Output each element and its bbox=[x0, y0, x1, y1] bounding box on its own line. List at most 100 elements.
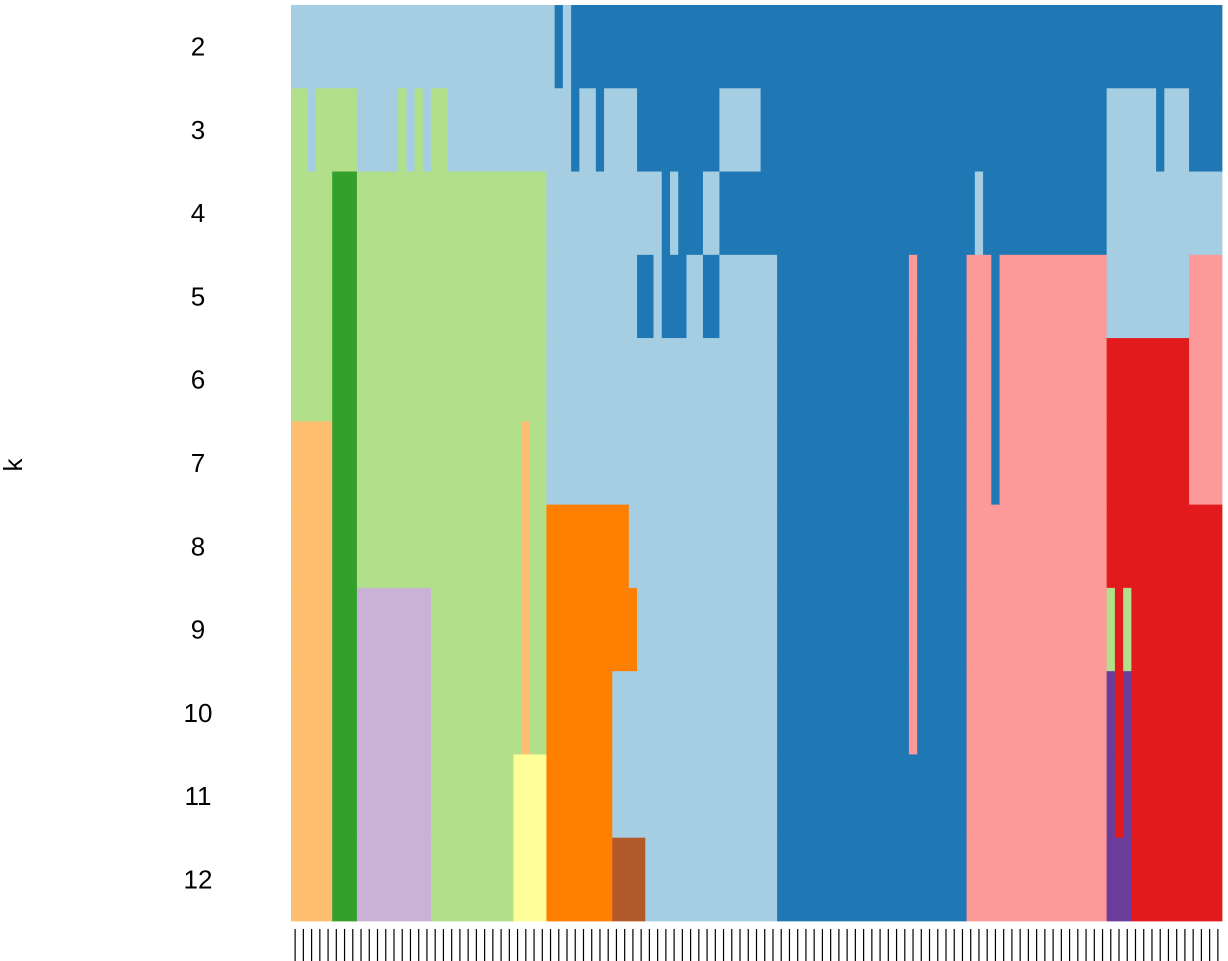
heatmap-cell bbox=[513, 754, 547, 839]
heatmap-cell bbox=[917, 671, 967, 755]
heatmap-cell bbox=[645, 837, 778, 922]
heatmap-cell bbox=[1164, 88, 1190, 172]
heatmap-cell bbox=[1106, 171, 1223, 256]
row-label: 8 bbox=[191, 531, 205, 561]
row-label: 6 bbox=[191, 365, 205, 395]
heatmap-cell bbox=[612, 671, 778, 755]
heatmap-cell bbox=[356, 421, 523, 506]
heatmap-cell bbox=[1156, 88, 1165, 172]
heatmap-cell bbox=[521, 421, 531, 506]
heatmap-cell bbox=[1131, 671, 1223, 755]
heatmap-cell bbox=[1114, 671, 1124, 755]
heatmap-cell bbox=[777, 338, 910, 422]
heatmap-cell bbox=[529, 671, 547, 755]
heatmap-cell bbox=[760, 88, 1108, 172]
heatmap-cell bbox=[777, 671, 910, 755]
heatmap-cell bbox=[291, 171, 333, 256]
heatmap-cell bbox=[999, 338, 1108, 422]
heatmap-cell bbox=[628, 504, 778, 589]
row-label: 4 bbox=[191, 198, 205, 228]
heatmap-cell bbox=[661, 171, 671, 256]
heatmap-cell bbox=[966, 587, 1108, 672]
heatmap-cell bbox=[1189, 88, 1223, 172]
heatmap-cell bbox=[332, 254, 358, 339]
heatmap-cell bbox=[447, 88, 572, 172]
heatmap-cell bbox=[414, 88, 424, 172]
heatmap-cell bbox=[702, 254, 720, 339]
y-axis-label: k bbox=[0, 458, 28, 472]
heatmap-cell bbox=[562, 5, 572, 89]
heatmap-cell bbox=[719, 88, 762, 172]
heatmap-cell bbox=[422, 88, 432, 172]
heatmap-cell bbox=[307, 88, 317, 172]
heatmap-cell bbox=[908, 421, 918, 506]
heatmap-cell bbox=[983, 171, 1108, 256]
heatmap-cell bbox=[974, 171, 984, 256]
heatmap-cell bbox=[777, 754, 967, 839]
heatmap-cell bbox=[291, 754, 333, 839]
heatmap-cell bbox=[398, 88, 407, 172]
heatmap-cell bbox=[991, 254, 1000, 339]
heatmap-cell bbox=[966, 338, 992, 422]
heatmap-cell bbox=[777, 837, 967, 922]
heatmap-cell bbox=[356, 171, 547, 256]
heatmap-cell bbox=[777, 421, 910, 506]
heatmap-cell bbox=[546, 504, 630, 589]
heatmap-cell bbox=[678, 171, 704, 256]
heatmap-cell bbox=[661, 254, 687, 339]
heatmap-cell bbox=[637, 587, 778, 672]
heatmap-cell bbox=[431, 837, 514, 922]
heatmap-cell bbox=[1106, 88, 1157, 172]
heatmap-cell bbox=[332, 171, 358, 256]
heatmap-cell bbox=[529, 421, 547, 506]
heatmap-cell bbox=[332, 754, 358, 839]
row-label: 2 bbox=[191, 32, 205, 62]
heatmap-cell bbox=[579, 88, 597, 172]
heatmap-cell bbox=[1106, 421, 1190, 506]
heatmap-cell bbox=[999, 254, 1108, 339]
heatmap-cell bbox=[546, 254, 638, 339]
row-label: 5 bbox=[191, 281, 205, 311]
heatmap-cell bbox=[356, 254, 547, 339]
heatmap-cell bbox=[291, 421, 333, 506]
heatmap-cell bbox=[356, 338, 547, 422]
heatmap-cell bbox=[1106, 254, 1190, 339]
heatmap-cell bbox=[777, 171, 976, 256]
heatmap-cell bbox=[917, 421, 967, 506]
heatmap-cell bbox=[546, 587, 638, 672]
heatmap-cell bbox=[571, 88, 580, 172]
heatmap-cell bbox=[908, 254, 918, 339]
heatmap-cell bbox=[917, 504, 967, 589]
heatmap-cell bbox=[1123, 754, 1132, 839]
heatmap-cell bbox=[1106, 338, 1190, 422]
heatmap-cell bbox=[431, 587, 523, 672]
heatmap-cell bbox=[1189, 338, 1223, 422]
heatmap-cell bbox=[966, 837, 1108, 922]
heatmap-cell bbox=[1131, 587, 1223, 672]
heatmap-cell bbox=[1114, 587, 1124, 672]
heatmap-cell bbox=[966, 254, 992, 339]
row-labels: 2 3 4 5 6 7 8 9 10 11 12 bbox=[184, 32, 213, 895]
heatmap-cell bbox=[917, 254, 967, 339]
heatmap-cell bbox=[908, 671, 918, 755]
heatmap-cell bbox=[529, 587, 547, 672]
heatmap-cell bbox=[332, 504, 358, 589]
row-label: 9 bbox=[191, 615, 205, 645]
heatmap-cell bbox=[546, 421, 778, 506]
heatmap-cell bbox=[356, 837, 432, 922]
heatmap-cell bbox=[777, 254, 910, 339]
heatmap-cell bbox=[1106, 587, 1116, 672]
heatmap-cell bbox=[1106, 671, 1116, 755]
heatmap-cell bbox=[908, 587, 918, 672]
heatmap-cell bbox=[1106, 837, 1132, 922]
heatmap-cell bbox=[315, 88, 358, 172]
heatmap-cell bbox=[521, 671, 531, 755]
heatmap-cell bbox=[431, 88, 448, 172]
heatmap-cell bbox=[546, 837, 613, 922]
heatmap-cell bbox=[356, 671, 432, 755]
heatmap-cells bbox=[291, 5, 1223, 922]
heatmap-cell bbox=[291, 504, 333, 589]
heatmap-cell bbox=[356, 504, 523, 589]
heatmap-cell bbox=[521, 504, 531, 589]
